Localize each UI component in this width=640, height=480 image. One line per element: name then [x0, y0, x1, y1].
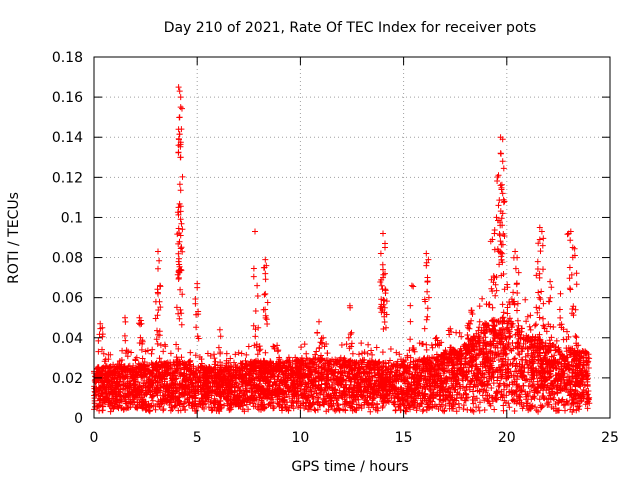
x-tick-label: 0: [90, 430, 99, 446]
y-tick-label: 0.14: [52, 130, 83, 146]
axis-ticks: 0 5 10 15 20 25 0 0.02 0.04 0.06 0.08 0.1 0.12 0.14 0.…: [52, 50, 619, 446]
y-tick-label: 0.12: [52, 170, 83, 186]
y-tick-label: 0.06: [52, 291, 83, 307]
x-tick-label: 20: [498, 430, 516, 446]
x-tick-label: 15: [395, 430, 413, 446]
plot-frame: [93, 56, 611, 419]
y-tick-label: 0.08: [52, 251, 83, 267]
x-tick-label: 5: [193, 430, 202, 446]
y-axis-label: ROTI / TECUs: [6, 192, 22, 284]
y-tick-label: 0.02: [52, 371, 83, 387]
y-tick-label: 0.16: [52, 90, 83, 106]
y-tick-label: 0.04: [52, 331, 83, 347]
y-tick-label: 0.1: [61, 210, 83, 226]
x-tick-label: 25: [601, 430, 619, 446]
data-point-markers: [91, 84, 593, 415]
data-points: [91, 84, 593, 415]
x-axis-label: GPS time / hours: [291, 459, 408, 475]
y-tick-label: 0.18: [52, 50, 83, 66]
chart-title: Day 210 of 2021, Rate Of TEC Index for r…: [164, 20, 537, 36]
y-tick-label: 0: [74, 411, 83, 427]
x-tick-label: 10: [291, 430, 309, 446]
